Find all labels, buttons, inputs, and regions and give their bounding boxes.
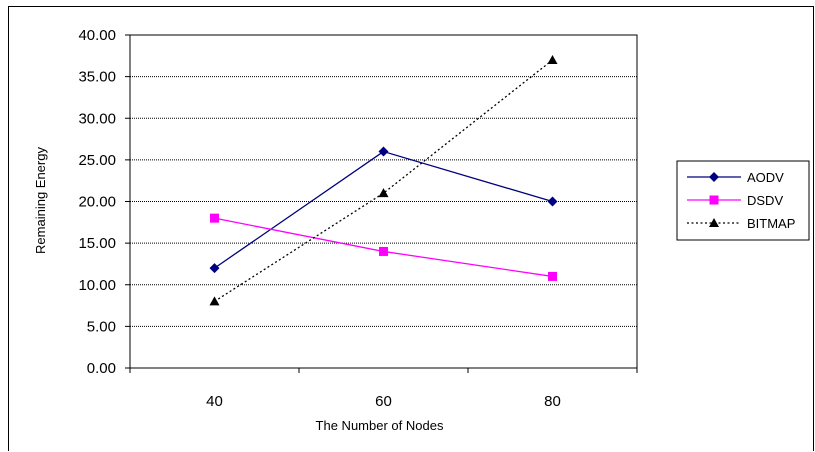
data-point-bitmap xyxy=(547,54,558,64)
y-axis-title: Remaining Energy xyxy=(33,147,48,254)
legend-label-aodv: AODV xyxy=(747,170,784,185)
y-tick-label: 30.00 xyxy=(78,110,116,127)
y-tick-label: 40.00 xyxy=(78,27,116,44)
data-point-dsdv xyxy=(210,213,219,223)
legend-label-bitmap: BITMAP xyxy=(747,216,795,231)
x-tick-label: 40 xyxy=(206,393,223,410)
y-tick-label: 5.00 xyxy=(87,318,116,335)
series-line-bitmap xyxy=(214,59,553,302)
x-tick-label: 80 xyxy=(544,393,561,410)
data-point-aodv xyxy=(209,263,220,274)
data-point-aodv xyxy=(547,196,558,207)
legend-marker-dsdv xyxy=(709,195,719,205)
data-point-dsdv xyxy=(548,271,557,281)
data-point-bitmap xyxy=(378,188,389,198)
x-tick-label: 60 xyxy=(375,393,392,410)
axes: 0.00 5.00 10.00 15.00 20.00 25.00 30.00 35.00 40… xyxy=(78,27,638,410)
series-layer xyxy=(209,54,558,306)
legend-marker-bitmap xyxy=(709,218,719,227)
series-bitmap xyxy=(209,54,558,306)
y-tick-label: 10.00 xyxy=(78,277,116,294)
y-tick-label: 25.00 xyxy=(78,152,116,169)
legend-label-dsdv: DSDV xyxy=(747,193,783,208)
data-point-bitmap xyxy=(209,296,220,306)
y-tick-label: 35.00 xyxy=(78,69,116,86)
y-tick-label: 0.00 xyxy=(87,360,116,377)
legend: AODV DSDV BITMAP xyxy=(676,160,810,241)
y-tick-label: 20.00 xyxy=(78,194,116,211)
gridlines xyxy=(130,76,637,327)
data-point-dsdv xyxy=(379,246,388,256)
data-point-aodv xyxy=(378,146,389,157)
y-tick-label: 15.00 xyxy=(78,235,116,252)
x-axis-title: The Number of Nodes xyxy=(316,418,444,433)
series-dsdv xyxy=(210,213,557,281)
legend-marker-aodv xyxy=(709,172,719,182)
chart-frame xyxy=(8,6,814,451)
